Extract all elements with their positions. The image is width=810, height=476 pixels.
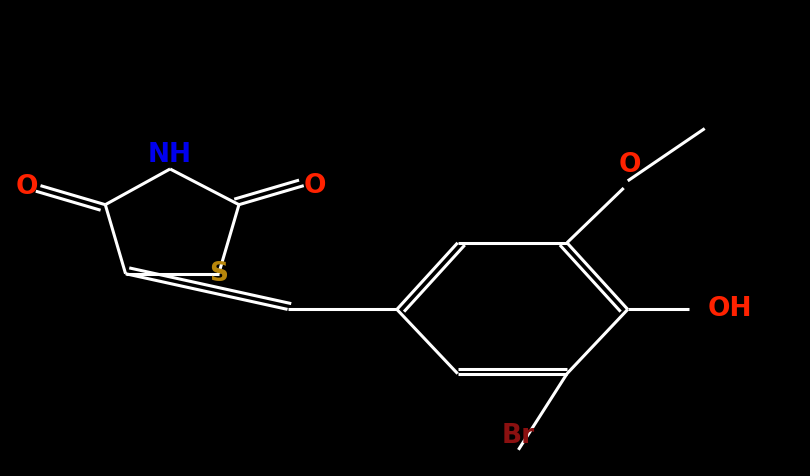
Text: S: S	[209, 261, 228, 287]
Text: Br: Br	[502, 423, 535, 448]
Text: NH: NH	[148, 141, 192, 168]
Text: O: O	[304, 173, 326, 198]
Text: O: O	[619, 152, 642, 178]
Text: OH: OH	[707, 297, 752, 322]
Text: O: O	[15, 174, 38, 200]
